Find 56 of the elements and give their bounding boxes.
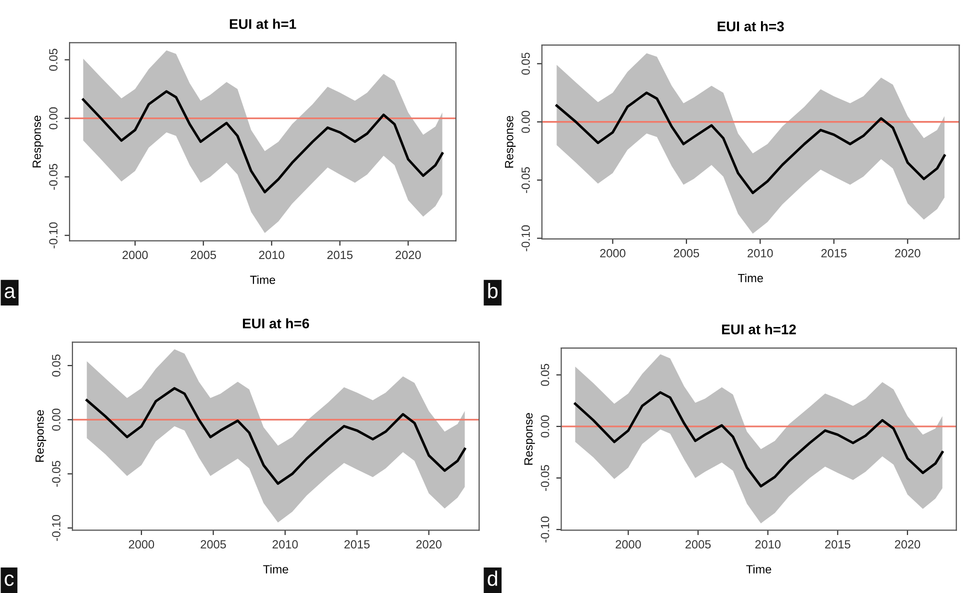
text: d	[488, 570, 498, 586]
y-axis-title: Response	[505, 116, 516, 168]
y-tick-label: -0.05	[49, 164, 58, 190]
x-tick-label: 2000	[122, 250, 148, 260]
y-tick-label: 0.00	[52, 408, 60, 431]
x-tick-label: 2010	[272, 540, 298, 549]
x-tick-label: 2020	[895, 249, 920, 258]
x-tick-label: 2015	[825, 540, 850, 549]
x-tick-label: 2010	[755, 540, 781, 549]
x-tick-label: 2005	[686, 540, 711, 549]
y-axis-title: Response	[36, 410, 46, 462]
x-tick-label: 2020	[416, 540, 442, 549]
chart-title: EUI at h=3	[718, 21, 784, 32]
x-tick-label: 2000	[616, 540, 641, 549]
y-tick-label: 0.00	[540, 415, 550, 438]
y-tick-label: -0.05	[522, 167, 530, 194]
text: b	[488, 283, 498, 298]
chart-title: EUI at h=1	[230, 18, 296, 29]
line-series	[555, 92, 946, 194]
text: a	[4, 286, 16, 298]
x-tick-label: 2015	[821, 249, 847, 258]
y-tick-label: -0.10	[49, 222, 58, 248]
x-axis-title: Time	[738, 274, 763, 282]
text: c	[4, 574, 14, 586]
y-tick-label: 0.00	[49, 107, 58, 130]
x-tick-label: 2010	[259, 250, 284, 260]
y-tick-label: -0.05	[540, 465, 550, 491]
line-series	[86, 387, 466, 485]
x-axis-title: Time	[746, 564, 772, 574]
x-tick-label: 2005	[674, 249, 700, 258]
x-tick-label: 2000	[128, 540, 154, 549]
y-tick-label: -0.10	[522, 225, 530, 252]
line-series	[82, 90, 444, 194]
x-axis-title: Time	[263, 564, 288, 574]
x-tick-label: 2015	[327, 250, 353, 260]
x-tick-label: 2015	[344, 540, 370, 549]
y-tick-label: 0.00	[522, 110, 530, 133]
y-tick-label: 0.05	[540, 364, 550, 386]
y-tick-label: 0.05	[49, 48, 58, 71]
y-tick-label: 0.05	[52, 354, 60, 377]
y-tick-label: -0.10	[52, 514, 60, 541]
x-tick-label: 2020	[396, 250, 421, 260]
x-tick-label: 2020	[894, 540, 920, 549]
y-tick-label: -0.05	[52, 460, 60, 487]
x-tick-label: 2005	[200, 540, 226, 549]
x-tick-label: 2000	[600, 249, 626, 258]
x-tick-label: 2005	[190, 250, 216, 260]
y-tick-label: -0.10	[540, 516, 550, 542]
chart-title: EUI at h=12	[722, 324, 796, 334]
x-tick-label: 2010	[748, 249, 773, 258]
y-axis-title: Response	[32, 116, 44, 168]
x-axis-title: Time	[250, 275, 276, 284]
line-series	[574, 391, 944, 488]
chart-title: EUI at h=6	[242, 318, 310, 328]
y-tick-label: 0.05	[522, 52, 530, 75]
y-axis-title: Response	[524, 413, 535, 465]
